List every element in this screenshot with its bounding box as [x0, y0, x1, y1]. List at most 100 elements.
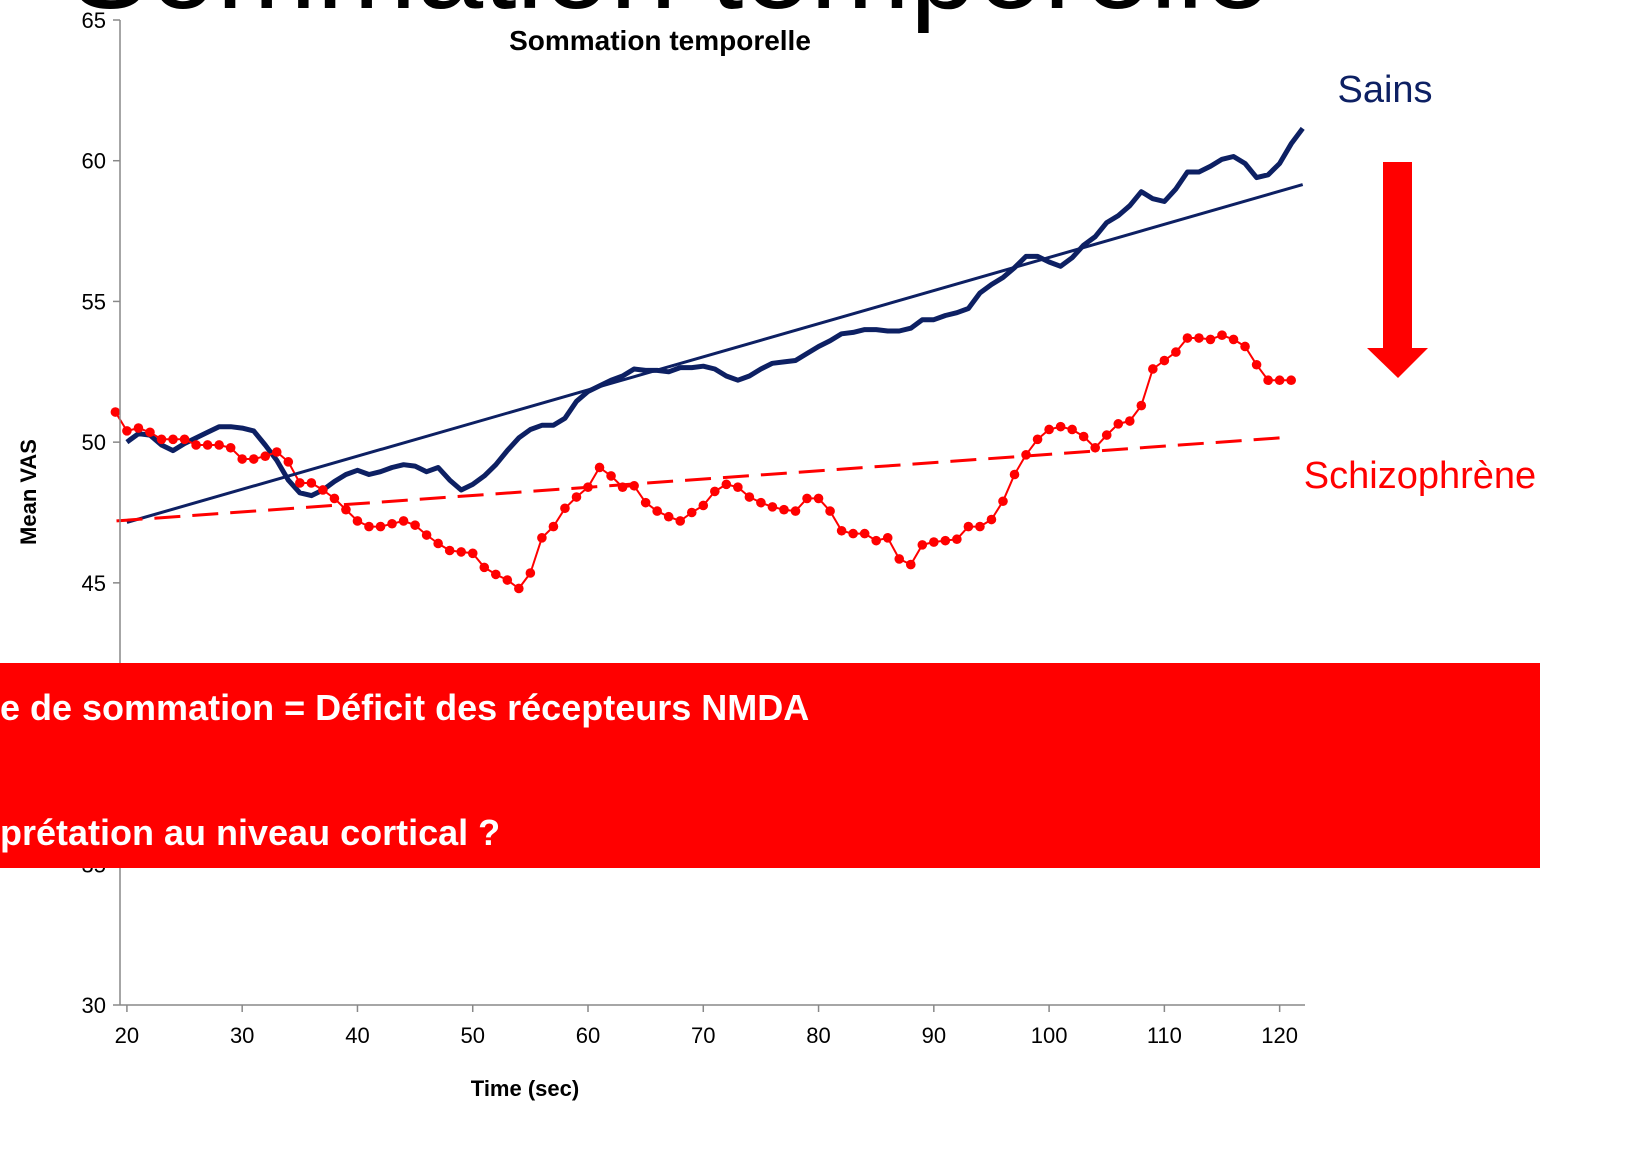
marker — [1090, 442, 1101, 453]
marker — [905, 559, 916, 570]
marker — [421, 530, 432, 540]
marker — [1124, 416, 1135, 426]
marker — [110, 407, 121, 417]
marker — [502, 575, 513, 585]
x-axis-label: Time (sec) — [471, 1076, 579, 1101]
marker — [871, 535, 881, 546]
banner — [0, 663, 1540, 868]
y-tick-label: 50 — [82, 430, 106, 455]
marker — [1217, 330, 1227, 341]
marker — [479, 562, 490, 573]
x-tick-label: 120 — [1261, 1023, 1298, 1048]
marker — [295, 478, 305, 488]
marker — [1113, 419, 1124, 429]
marker — [387, 518, 397, 529]
marker — [1263, 375, 1273, 386]
marker — [594, 462, 605, 473]
marker — [1055, 421, 1066, 432]
y-tick-label: 60 — [82, 149, 106, 174]
marker — [836, 525, 847, 536]
marker — [156, 434, 167, 445]
y-tick-label: 30 — [82, 993, 106, 1018]
marker — [514, 583, 524, 594]
x-tick-label: 30 — [230, 1023, 254, 1048]
x-tick-label: 50 — [460, 1023, 484, 1048]
marker — [352, 516, 363, 526]
marker — [652, 506, 662, 516]
marker — [168, 434, 178, 445]
marker — [825, 506, 835, 516]
marker — [1032, 434, 1043, 445]
y-tick-label: 45 — [82, 571, 106, 596]
arrow-shaft — [1383, 162, 1412, 350]
marker — [986, 514, 997, 525]
plot-area: 3035404550556065203040506070809010011012… — [82, 8, 1305, 1048]
marker — [306, 478, 317, 488]
marker — [271, 447, 282, 457]
marker — [1078, 431, 1089, 442]
marker — [145, 427, 155, 438]
marker — [663, 511, 674, 522]
marker — [710, 486, 720, 497]
marker — [191, 440, 201, 450]
marker — [456, 547, 467, 557]
y-tick-label: 55 — [82, 289, 106, 314]
x-tick-label: 70 — [691, 1023, 715, 1048]
banner-line: e de sommation = Déficit des récepteurs … — [0, 687, 809, 728]
banner-line: prétation au niveau cortical ? — [0, 812, 500, 853]
marker — [1136, 400, 1147, 411]
marker — [756, 497, 766, 508]
marker — [675, 516, 686, 526]
marker — [859, 528, 870, 539]
marker — [940, 535, 951, 546]
marker — [894, 554, 905, 564]
series-label: Schizophrène — [1304, 455, 1536, 497]
marker — [640, 497, 651, 508]
marker — [1194, 333, 1204, 343]
marker — [952, 534, 962, 545]
marker — [767, 502, 778, 512]
marker — [963, 521, 974, 532]
marker — [1067, 424, 1077, 435]
marker — [467, 548, 478, 559]
marker — [329, 493, 340, 504]
y-axis-label: Mean VAS — [16, 439, 41, 545]
marker — [571, 492, 582, 502]
series-label: Sains — [1337, 69, 1432, 111]
chart-title: Sommation temporelle — [509, 25, 811, 56]
marker — [560, 503, 570, 514]
marker — [929, 537, 939, 547]
marker — [214, 440, 224, 450]
marker — [1251, 359, 1262, 370]
marker — [444, 545, 455, 556]
arrow-head — [1367, 348, 1428, 378]
x-tick-label: 80 — [806, 1023, 830, 1048]
marker — [537, 533, 547, 543]
marker — [721, 479, 732, 490]
marker — [341, 504, 351, 515]
marker — [202, 440, 213, 450]
x-tick-label: 40 — [345, 1023, 369, 1048]
marker — [882, 533, 893, 543]
marker — [1171, 347, 1181, 357]
marker — [1148, 364, 1158, 374]
marker — [548, 521, 559, 532]
x-tick-label: 100 — [1031, 1023, 1068, 1048]
marker — [318, 485, 328, 495]
marker — [848, 528, 858, 539]
marker — [1044, 424, 1054, 435]
slide-title: Sommation temporelle — [70, 0, 1271, 34]
marker — [1101, 430, 1112, 440]
marker — [606, 471, 616, 481]
trend-line — [116, 436, 1280, 523]
marker — [375, 521, 386, 532]
marker — [260, 451, 271, 462]
marker — [998, 496, 1008, 507]
marker — [410, 520, 420, 530]
marker — [283, 457, 294, 467]
y-tick-label: 65 — [82, 8, 106, 33]
marker — [1286, 375, 1296, 386]
marker — [1205, 334, 1216, 345]
marker — [733, 482, 743, 492]
